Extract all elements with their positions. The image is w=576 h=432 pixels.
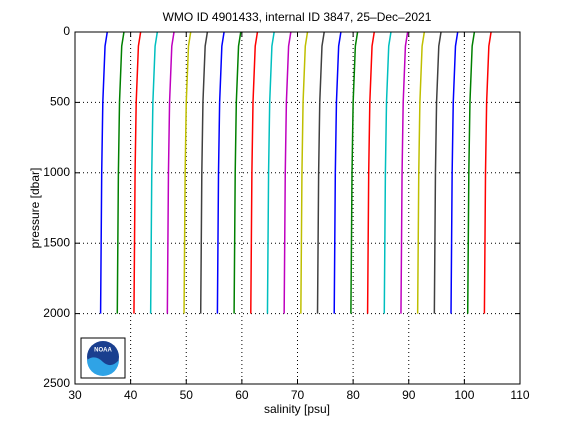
- x-tick-label: 110: [510, 388, 529, 402]
- x-tick-label: 70: [291, 388, 305, 402]
- y-tick-label: 0: [63, 24, 70, 38]
- profile-line: [416, 31, 426, 314]
- plot-area: [74, 31, 521, 385]
- profile-line: [266, 31, 275, 314]
- profile-line: [116, 31, 125, 314]
- profile-line: [233, 31, 242, 314]
- y-tick-label: 1000: [43, 165, 70, 179]
- profile-line: [483, 31, 492, 314]
- profile-line: [183, 31, 192, 314]
- x-tick-label: 100: [454, 388, 474, 402]
- x-axis-label: salinity [psu]: [264, 402, 330, 416]
- profile-line: [216, 31, 225, 314]
- profile-line: [333, 31, 342, 314]
- logo-text: NOAA: [94, 348, 112, 354]
- x-tick-label: 60: [235, 388, 249, 402]
- profile-line: [350, 31, 359, 314]
- x-tick-label: 50: [180, 388, 194, 402]
- y-axis-label: pressure [dbar]: [28, 168, 42, 249]
- profile-line: [199, 31, 209, 314]
- x-tick-label: 40: [124, 388, 138, 402]
- x-tick-label: 30: [68, 388, 82, 402]
- x-tick-label: 80: [346, 388, 360, 402]
- profile-line: [383, 31, 392, 314]
- profile-line: [250, 31, 259, 314]
- logo: NOAA: [80, 337, 126, 379]
- y-tick-label: 500: [50, 95, 70, 109]
- profile-line: [400, 31, 409, 314]
- profile-line: [466, 31, 476, 314]
- logo-wave: [87, 357, 119, 376]
- profile-line: [433, 31, 442, 314]
- y-tick-label: 2500: [43, 376, 70, 390]
- profile-line: [366, 31, 376, 314]
- plot-frame: [74, 31, 521, 385]
- x-tick-label: 90: [402, 388, 416, 402]
- profile-line: [149, 31, 159, 314]
- y-tick-label: 1500: [43, 235, 70, 249]
- profile-line: [166, 31, 175, 314]
- profile-line: [316, 31, 325, 314]
- profile-line: [133, 31, 142, 314]
- profile-line: [450, 31, 459, 314]
- y-tick-label: 2000: [43, 306, 70, 320]
- profile-line: [99, 31, 109, 314]
- chart-title: WMO ID 4901433, internal ID 3847, 25–Dec…: [163, 10, 432, 24]
- profile-line: [283, 31, 292, 314]
- profile-line: [300, 31, 309, 314]
